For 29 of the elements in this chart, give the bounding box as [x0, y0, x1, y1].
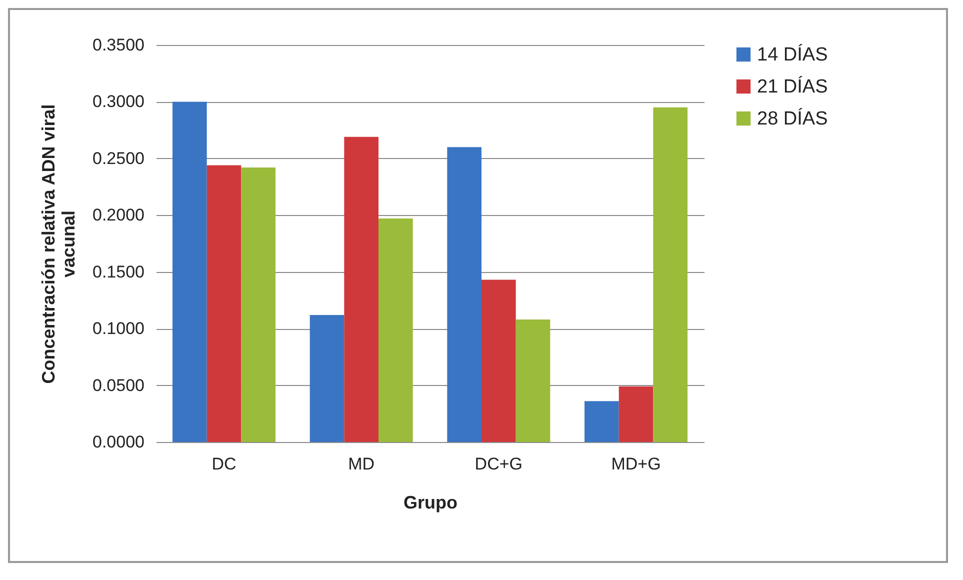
y-tick-label: 0.1000 [92, 319, 144, 338]
legend-label: 28 DÍAS [757, 108, 828, 130]
bar [447, 147, 482, 442]
y-tick-label: 0.0000 [92, 432, 144, 452]
bar [172, 102, 207, 442]
bar [618, 386, 654, 442]
x-tick-label: DC+G [474, 454, 523, 474]
legend-label: 14 DÍAS [757, 44, 828, 66]
y-axis-title: Concentración relativa ADN viral vacunal [38, 104, 79, 384]
legend-label: 21 DÍAS [757, 76, 828, 98]
x-axis-title: Grupo [404, 492, 458, 512]
bar [310, 314, 344, 442]
bar [241, 168, 276, 442]
y-tick-label: 0.2000 [92, 206, 144, 225]
bar [653, 107, 688, 442]
bar [206, 165, 242, 442]
y-tick-label: 0.1500 [92, 262, 144, 282]
x-tick-label: MD+G [611, 454, 661, 474]
y-tick-label: 0.2500 [92, 148, 144, 168]
bar [344, 136, 378, 442]
x-tick-label: MD [348, 454, 375, 474]
bar [482, 280, 516, 442]
y-tick-label: 0.3000 [92, 92, 144, 112]
bar [378, 218, 413, 442]
x-tick-label: DC [212, 454, 236, 474]
bar [584, 401, 619, 442]
y-tick-label: 0.3500 [92, 36, 144, 54]
y-tick-label: 0.0500 [92, 376, 144, 395]
bar [516, 319, 550, 442]
